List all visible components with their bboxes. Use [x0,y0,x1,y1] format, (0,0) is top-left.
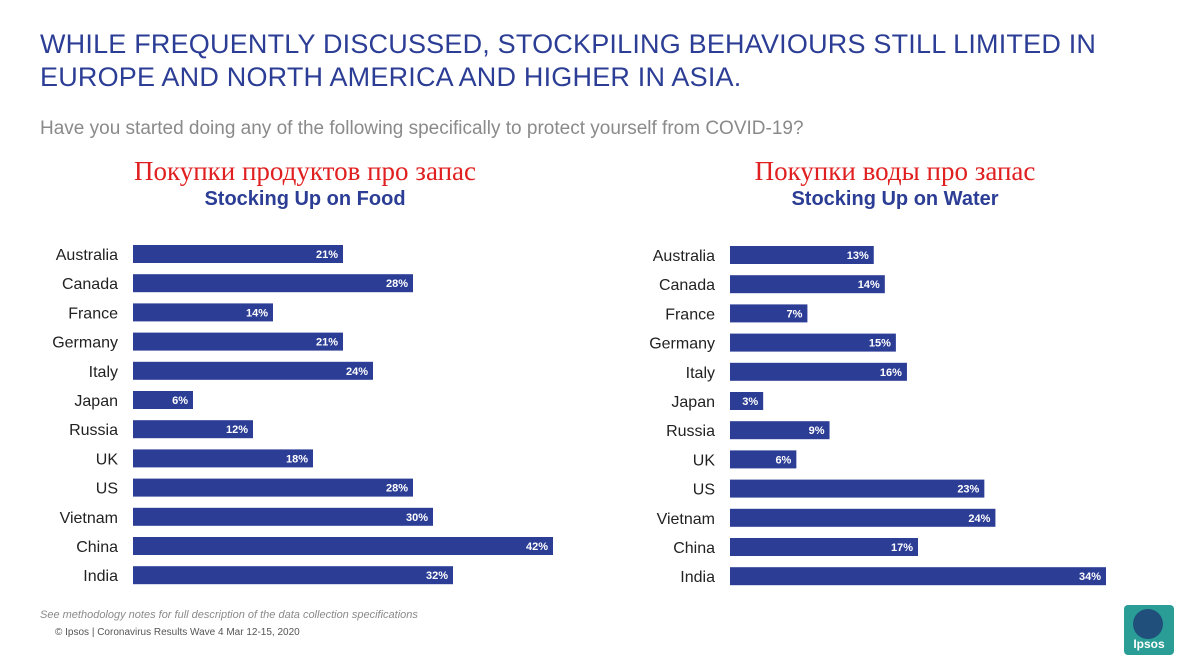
water-bar [730,538,918,556]
water-bar [730,304,808,323]
food-value-label: 18% [286,453,308,465]
water-chart-title-en: Stocking Up on Water [791,188,999,210]
food-category-label: UK [96,451,119,468]
water-value-label: 23% [957,484,979,496]
water-bar [730,246,874,264]
logo-text: Ipsos [1133,637,1165,651]
water-value-label: 16% [880,367,902,379]
copyright-text: © Ipsos | Coronavirus Results Wave 4 Mar… [55,627,300,638]
food-bar [133,478,413,497]
water-value-label: 24% [968,513,990,525]
water-bar [730,450,797,469]
water-category-label: US [693,482,715,499]
food-category-label: Italy [89,364,118,381]
water-category-label: Australia [653,248,715,265]
survey-question: Have you started doing any of the follow… [40,118,804,139]
water-value-label: 13% [847,250,869,262]
water-bar [730,421,830,440]
water-category-label: Canada [659,277,715,294]
food-bar [133,537,553,555]
food-category-label: China [76,539,118,556]
water-bar [730,479,985,498]
water-category-label: Italy [686,365,715,382]
food-value-label: 21% [316,337,338,349]
food-bar [133,507,433,526]
food-category-label: Germany [52,335,118,352]
food-bar [133,449,313,468]
water-bar [730,333,896,352]
food-bar [133,391,193,409]
food-value-label: 28% [386,278,408,290]
water-bar [730,567,1106,586]
food-value-label: 32% [426,570,448,582]
food-category-label: Russia [69,422,118,439]
food-category-label: India [83,568,118,585]
logo-circle-icon [1133,609,1163,639]
water-category-label: Germany [649,336,715,353]
food-bar [133,566,453,585]
food-category-label: Australia [56,247,118,264]
methodology-note: See methodology notes for full descripti… [40,609,418,621]
food-category-label: Japan [74,393,118,410]
food-value-label: 42% [526,541,548,553]
food-value-label: 21% [316,249,338,261]
food-bar [133,361,373,380]
food-chart-title-en: Stocking Up on Food [204,188,406,210]
water-value-label: 14% [858,279,880,291]
food-category-label: Vietnam [60,510,118,527]
water-chart-title: Покупки воды про запас Stocking Up on Wa… [640,156,1150,212]
water-value-label: 34% [1079,571,1101,583]
water-bar [730,362,907,381]
water-category-label: Vietnam [657,511,715,528]
water-category-label: China [673,540,715,557]
water-value-label: 7% [787,308,803,320]
food-value-label: 24% [346,366,368,378]
water-value-label: 15% [869,338,891,350]
food-category-label: Canada [62,276,118,293]
water-category-label: Russia [666,423,715,440]
water-chart-title-ru: Покупки воды про запас [754,156,1036,186]
water-bar-chart: Australia 13% Canada 14% France 7% Germany 15% I… [649,246,1106,586]
page-title: WHILE FREQUENTLY DISCUSSED, STOCKPILING … [40,29,1097,92]
water-bar [730,275,885,294]
water-category-label: India [680,569,715,586]
food-bar [133,332,343,351]
water-category-label: Japan [671,394,715,411]
water-value-label: 3% [742,396,758,408]
food-value-label: 30% [406,512,428,524]
food-chart-title: Покупки продуктов про запас Stocking Up … [40,156,570,212]
water-bar [730,508,996,527]
food-bar [133,303,273,322]
water-category-label: France [665,306,715,323]
food-category-label: France [68,305,118,322]
food-bar-chart: Australia 21% Canada 28% France 14% Germany 21%… [52,245,553,585]
water-value-label: 17% [891,542,913,554]
water-value-label: 9% [809,425,825,437]
water-category-label: UK [693,452,716,469]
food-bar [133,274,413,293]
water-value-label: 6% [775,454,791,466]
ipsos-logo: Ipsos [1124,605,1174,655]
food-value-label: 6% [172,395,188,407]
food-chart-title-ru: Покупки продуктов про запас [133,156,477,186]
food-value-label: 28% [386,483,408,495]
water-bar [730,392,764,410]
food-category-label: US [96,481,118,498]
food-value-label: 14% [246,307,268,319]
food-bar [133,420,253,439]
food-bar [133,245,343,263]
food-value-label: 12% [226,424,248,436]
